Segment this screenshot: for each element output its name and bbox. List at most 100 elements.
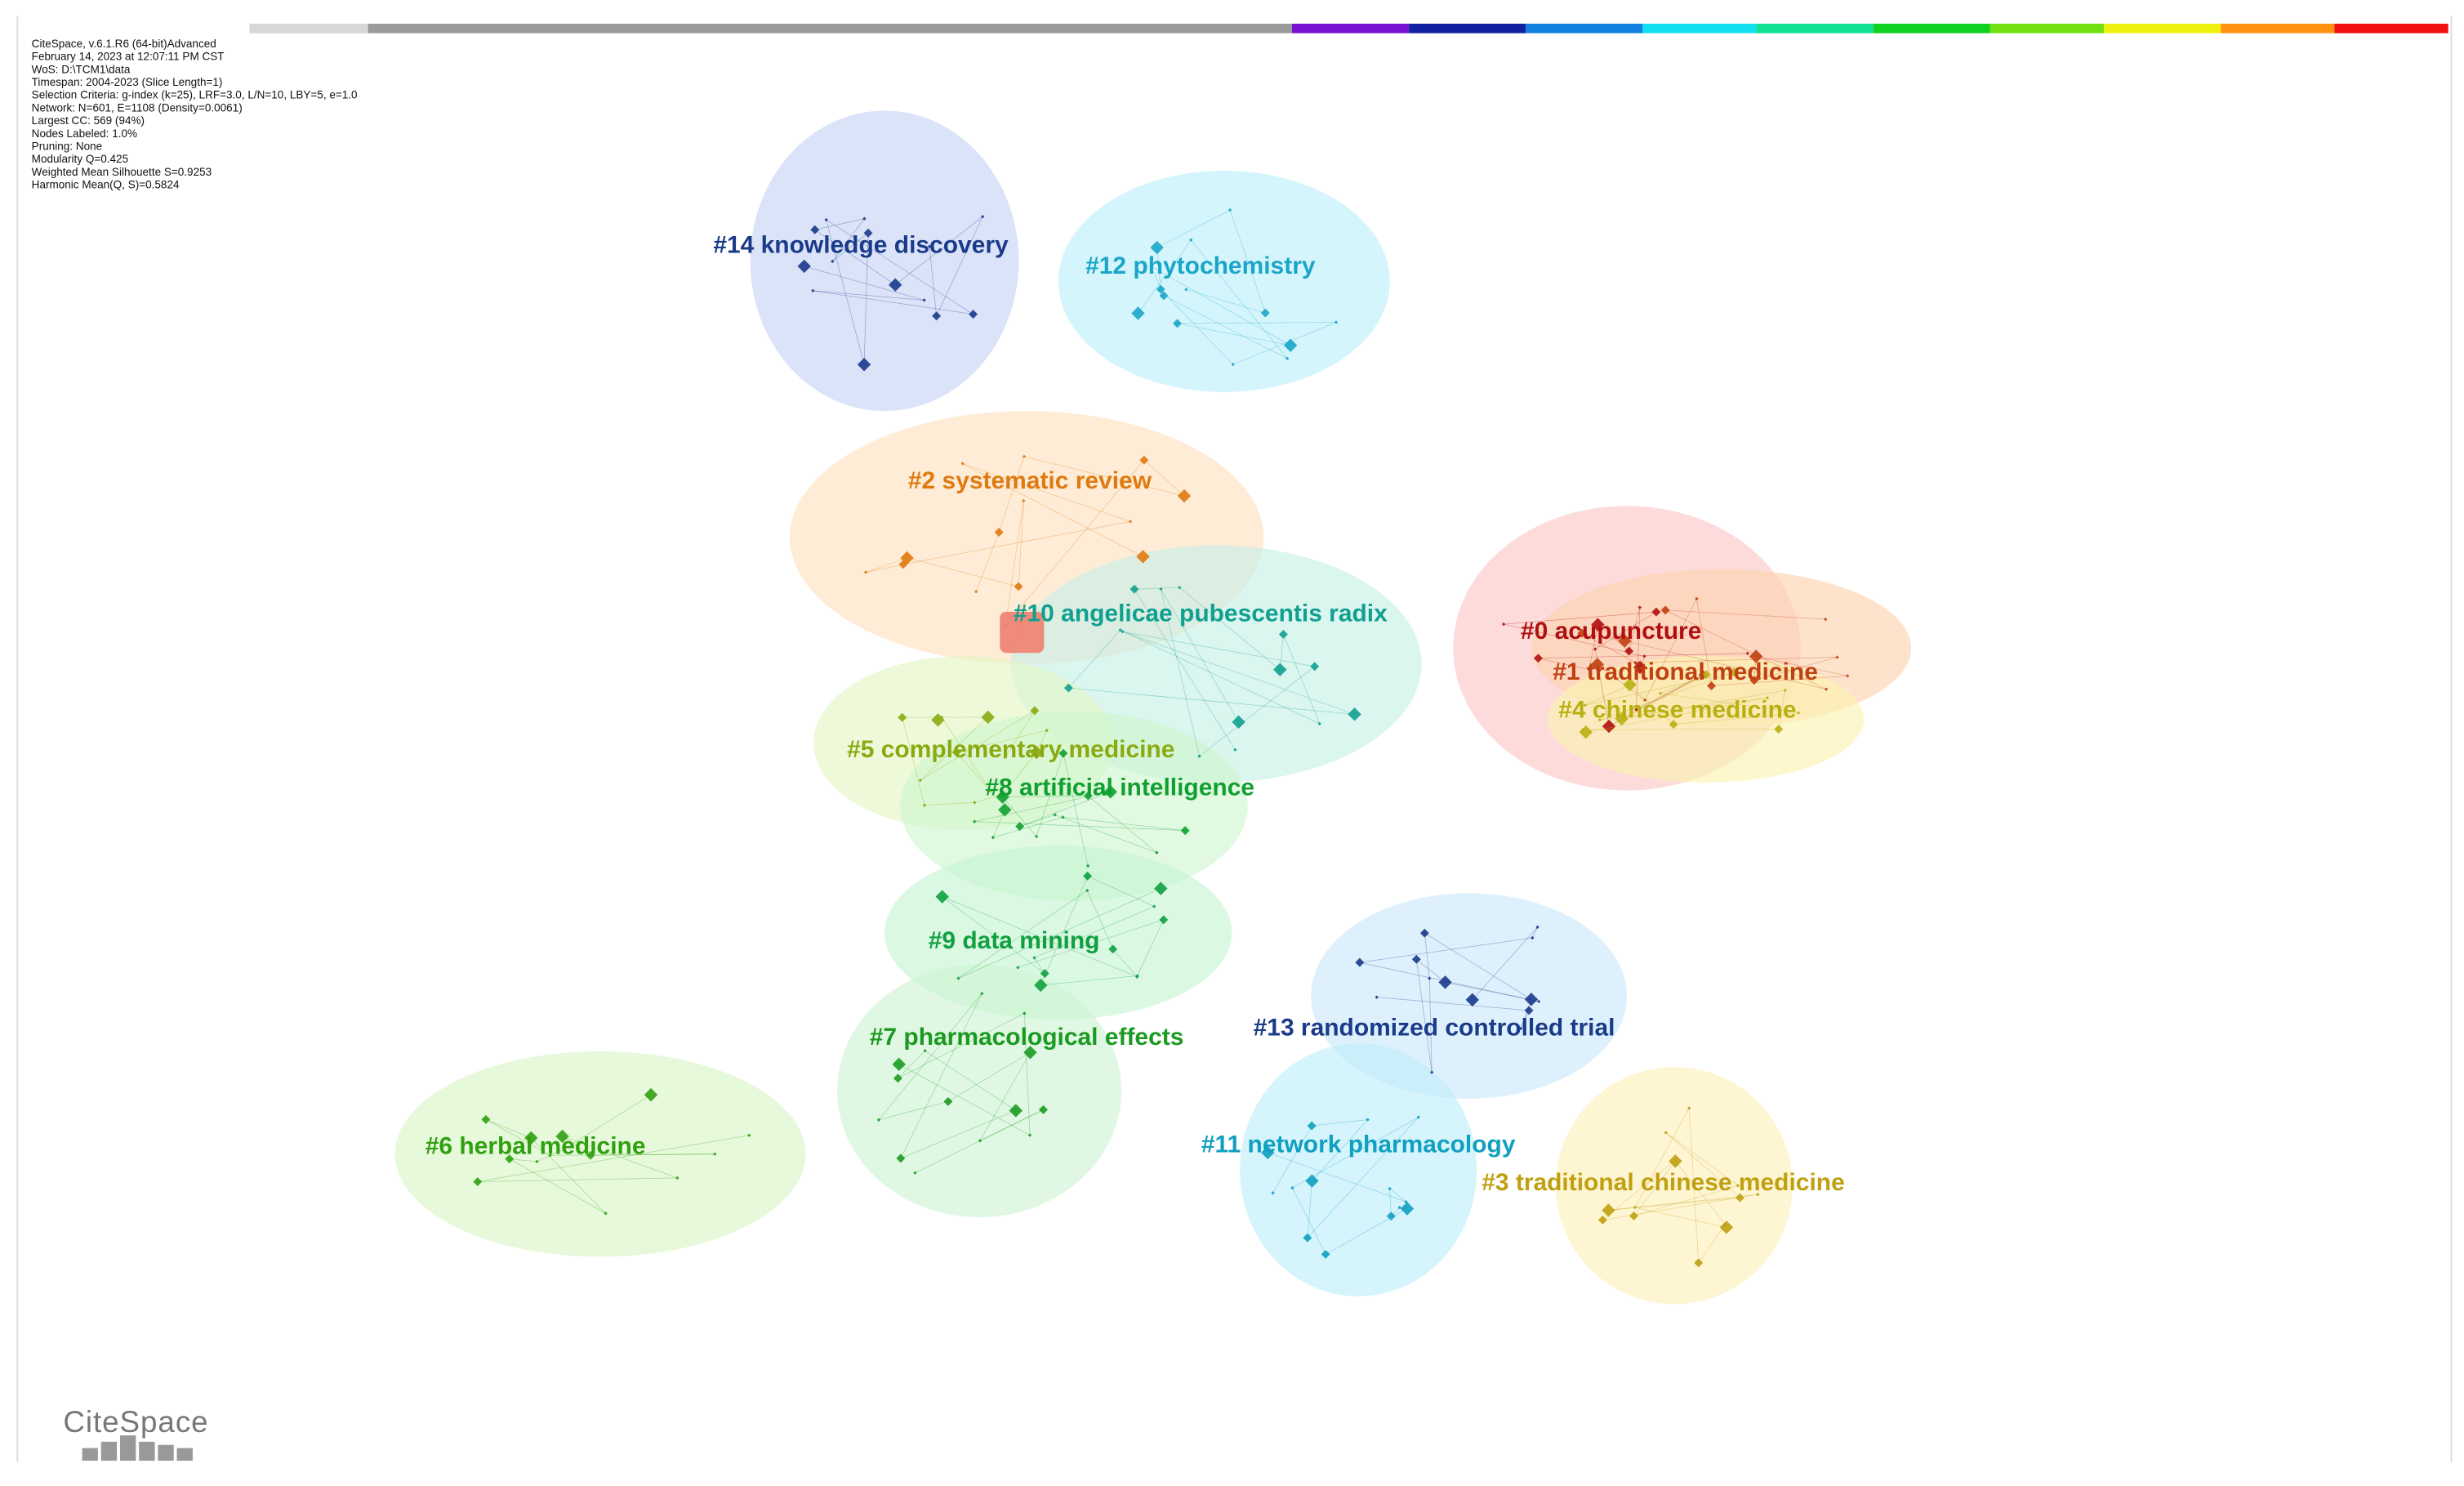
time-color-bar xyxy=(249,24,2448,33)
logo-bar xyxy=(139,1441,155,1461)
cluster-label[interactable]: #7 pharmacological effects xyxy=(870,1024,1184,1051)
edge xyxy=(1389,1188,1406,1203)
cluster-area xyxy=(837,964,1122,1218)
cluster-label[interactable]: #3 traditional chinese medicine xyxy=(1482,1169,1845,1196)
cluster-label[interactable]: #11 network pharmacology xyxy=(1201,1131,1516,1158)
edge xyxy=(1177,323,1291,346)
edge xyxy=(863,233,869,365)
edge xyxy=(924,801,975,806)
cluster-label[interactable]: #10 angelicae pubescentis radix xyxy=(1014,600,1388,627)
node xyxy=(1749,649,1763,663)
edge xyxy=(1389,1189,1392,1216)
node xyxy=(923,1049,927,1053)
cluster-area xyxy=(1311,893,1627,1099)
edge xyxy=(1633,1185,1739,1216)
edge xyxy=(1673,712,1799,725)
edge xyxy=(956,730,1047,753)
cluster-label[interactable]: #13 randomized controlled trial xyxy=(1254,1014,1615,1041)
node xyxy=(1149,265,1153,269)
node xyxy=(1261,1145,1275,1160)
node xyxy=(1136,550,1150,564)
node xyxy=(1438,975,1452,989)
edge xyxy=(1472,926,1538,1001)
edge xyxy=(1665,1132,1740,1198)
node xyxy=(980,991,984,996)
node xyxy=(1531,935,1535,940)
edge xyxy=(531,1137,606,1214)
node xyxy=(1009,1104,1023,1118)
edge xyxy=(894,216,983,286)
cluster-label[interactable]: #5 complementary medicine xyxy=(847,736,1174,763)
node xyxy=(1745,651,1749,656)
edge xyxy=(1636,607,1641,710)
node xyxy=(1518,1026,1523,1031)
info-line: Nodes Labeled: 1.0% xyxy=(32,127,137,140)
edge xyxy=(1229,209,1266,314)
edge xyxy=(1629,684,1674,725)
cluster-label[interactable]: #6 herbal medicine xyxy=(426,1133,646,1160)
edge xyxy=(1005,500,1024,626)
cluster-label[interactable]: #9 data mining xyxy=(929,927,1100,954)
info-line: Selection Criteria: g-index (k=25), LRF=… xyxy=(32,89,358,101)
node xyxy=(857,358,871,372)
edge xyxy=(1199,666,1315,756)
bar-segment xyxy=(1642,24,1757,33)
edge xyxy=(1312,1119,1368,1127)
edge xyxy=(1018,919,1164,968)
edge xyxy=(1087,875,1155,907)
node xyxy=(981,710,995,725)
edge xyxy=(920,716,988,781)
info-line: CiteSpace, v.6.1.R6 (64-bit)Advanced xyxy=(32,38,216,50)
edge xyxy=(929,246,938,316)
node xyxy=(1305,1174,1319,1188)
edge xyxy=(826,219,865,365)
cluster-label[interactable]: #0 acupuncture xyxy=(1521,618,1701,645)
node xyxy=(1642,654,1646,658)
edge xyxy=(564,1094,652,1150)
edge xyxy=(1753,657,1838,681)
cluster-label[interactable]: #4 chinese medicine xyxy=(1558,697,1796,724)
node xyxy=(1189,238,1193,242)
edge xyxy=(1445,981,1539,1002)
edge xyxy=(962,463,1131,522)
bar-segment xyxy=(1409,24,1526,33)
edge xyxy=(998,456,1025,533)
cluster-label[interactable]: #1 traditional medicine xyxy=(1553,658,1818,685)
bar-segment xyxy=(2104,24,2221,33)
node xyxy=(473,1177,483,1187)
node xyxy=(996,790,1009,804)
cluster-label[interactable]: #14 knowledge discovery xyxy=(713,232,1009,259)
edge xyxy=(832,232,869,262)
edge xyxy=(898,1013,1025,1079)
edge xyxy=(900,993,982,1159)
edge xyxy=(958,890,1088,979)
edge xyxy=(1636,674,1704,710)
edge xyxy=(1134,587,1180,590)
edge xyxy=(1621,674,1707,720)
edge xyxy=(1597,664,1646,701)
edge xyxy=(485,1118,532,1139)
node xyxy=(1686,1106,1691,1110)
logo-bar xyxy=(176,1448,193,1461)
edge xyxy=(1660,674,1707,694)
info-line: Modularity Q=0.425 xyxy=(32,153,128,165)
edge xyxy=(826,219,974,315)
node xyxy=(960,462,965,466)
cluster-label[interactable]: #12 phytochemistry xyxy=(1085,252,1316,279)
edge xyxy=(947,1051,1031,1102)
edge xyxy=(1711,675,1848,686)
edge xyxy=(1268,1152,1406,1203)
edge xyxy=(936,216,983,316)
node xyxy=(1184,288,1188,292)
cluster-label[interactable]: #8 artificial intelligence xyxy=(985,774,1254,801)
cluster-label[interactable]: #2 systematic review xyxy=(908,467,1152,494)
edge xyxy=(1036,753,1064,837)
edge xyxy=(1581,632,1625,641)
node xyxy=(1400,1202,1415,1216)
bar-segment xyxy=(2334,24,2448,33)
search-icon[interactable] xyxy=(1000,611,1045,654)
edge xyxy=(878,1100,949,1121)
edge xyxy=(1307,1180,1312,1238)
